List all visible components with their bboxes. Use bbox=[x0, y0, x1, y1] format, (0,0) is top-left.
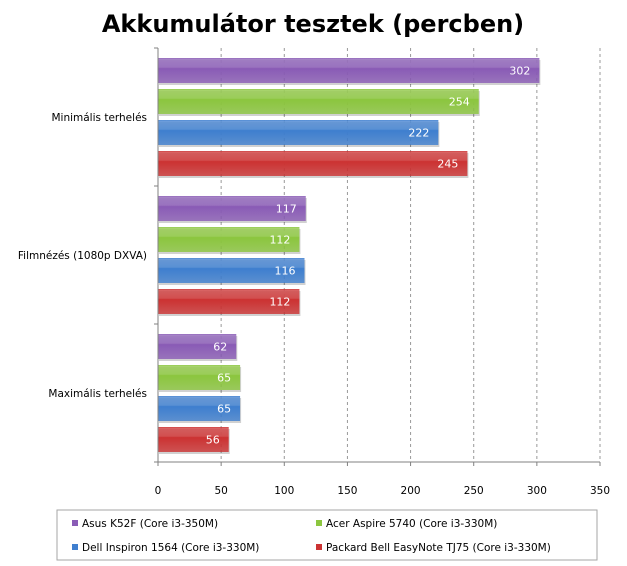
data-label: 112 bbox=[269, 234, 290, 247]
bar-highlight bbox=[158, 152, 468, 161]
bar bbox=[158, 365, 241, 390]
data-label: 56 bbox=[206, 434, 220, 447]
x-tick-label: 50 bbox=[214, 485, 227, 497]
bar bbox=[158, 427, 229, 452]
legend-swatch bbox=[72, 544, 78, 550]
legend-swatch bbox=[316, 544, 322, 550]
legend-entry: Dell Inspiron 1564 (Core i3-330M) bbox=[82, 542, 259, 554]
bar-highlight bbox=[158, 335, 237, 344]
x-tick-label: 350 bbox=[590, 485, 610, 497]
chart-title: Akkumulátor tesztek (percben) bbox=[102, 10, 524, 38]
legend-entry: Packard Bell EasyNote TJ75 (Core i3-330M… bbox=[326, 542, 551, 554]
bar bbox=[158, 196, 306, 221]
x-tick-label: 100 bbox=[274, 485, 294, 497]
grid bbox=[220, 48, 601, 462]
bar bbox=[158, 227, 300, 252]
legend-swatch bbox=[72, 520, 78, 526]
bar-highlight bbox=[158, 366, 241, 375]
legend-box bbox=[56, 509, 598, 561]
data-label: 254 bbox=[449, 96, 470, 109]
bar bbox=[158, 89, 479, 114]
bar bbox=[158, 151, 468, 176]
bar bbox=[158, 396, 241, 421]
bar-highlight bbox=[158, 90, 479, 99]
data-label: 65 bbox=[217, 372, 231, 385]
legend-entry: Asus K52F (Core i3-350M) bbox=[82, 518, 218, 530]
bar-highlight bbox=[158, 397, 241, 406]
data-label: 116 bbox=[274, 265, 295, 278]
bar bbox=[158, 289, 300, 314]
data-label: 62 bbox=[213, 341, 227, 354]
data-label: 112 bbox=[269, 296, 290, 309]
data-label: 65 bbox=[217, 403, 231, 416]
legend-swatch bbox=[316, 520, 322, 526]
bar bbox=[158, 120, 439, 145]
bar-highlight bbox=[158, 290, 300, 299]
x-tick-label: 150 bbox=[337, 485, 357, 497]
bar-highlight bbox=[158, 59, 540, 68]
bar bbox=[158, 334, 237, 359]
category-label: Minimális terhelés bbox=[51, 112, 147, 124]
x-tick-label: 250 bbox=[464, 485, 484, 497]
bar-highlight bbox=[158, 121, 439, 130]
bar-highlight bbox=[158, 259, 305, 268]
category-label: Maximális terhelés bbox=[48, 388, 147, 400]
data-label: 245 bbox=[437, 158, 458, 171]
bar-highlight bbox=[158, 228, 300, 237]
bar bbox=[158, 258, 305, 283]
x-tick-label: 300 bbox=[527, 485, 547, 497]
category-label: Filmnézés (1080p DXVA) bbox=[18, 250, 147, 262]
data-label: 222 bbox=[408, 127, 429, 140]
bar-highlight bbox=[158, 428, 229, 437]
data-label: 117 bbox=[276, 203, 297, 216]
x-tick-label: 200 bbox=[401, 485, 421, 497]
bars: 302 254 222 245 117 112 116 112 62 65 65 56 bbox=[158, 58, 541, 454]
legend: Asus K52F (Core i3-350M) Acer Aspire 5740… bbox=[56, 509, 598, 561]
bar bbox=[158, 58, 540, 83]
x-tick-label: 0 bbox=[155, 485, 162, 497]
bar-highlight bbox=[158, 197, 306, 206]
axes: 0 50 100 150 200 250 300 350 Minimális terhelés F… bbox=[18, 47, 610, 497]
data-label: 302 bbox=[509, 65, 530, 78]
legend-entry: Acer Aspire 5740 (Core i3-330M) bbox=[326, 518, 497, 530]
